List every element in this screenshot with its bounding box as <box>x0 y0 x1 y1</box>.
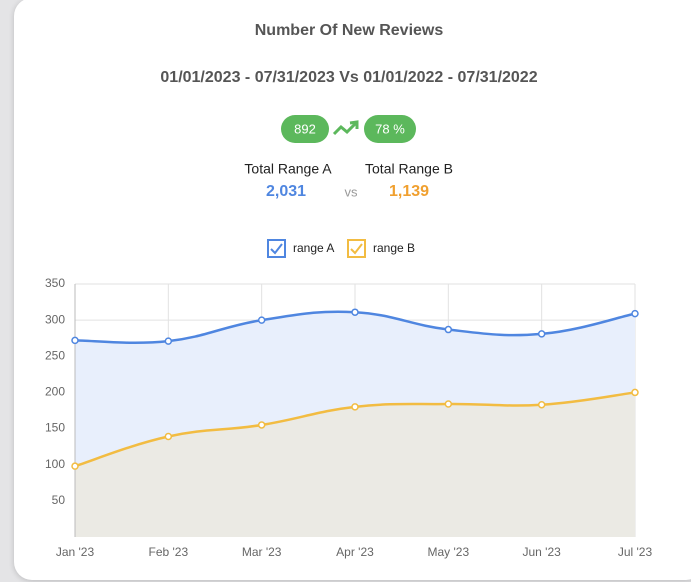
x-tick-label: Feb '23 <box>149 545 189 559</box>
range-a-total: 2,031 <box>266 183 306 200</box>
y-tick-label: 50 <box>52 493 66 507</box>
trend-icon-head <box>349 120 359 129</box>
y-tick-label: 150 <box>45 421 65 435</box>
point <box>351 308 359 316</box>
legend-check <box>270 243 283 255</box>
point <box>444 325 453 334</box>
legend-check <box>350 243 363 255</box>
point <box>444 400 453 408</box>
range-b-label: Total Range B <box>365 161 453 177</box>
y-tick-label: 250 <box>45 348 65 362</box>
point <box>537 400 546 409</box>
chart-title: Number Of New Reviews <box>255 22 444 39</box>
change-pill <box>364 115 416 143</box>
count-pill <box>281 115 329 143</box>
area <box>75 392 635 537</box>
x-tick-label: Jun '23 <box>523 545 562 559</box>
y-tick-label: 100 <box>45 457 65 471</box>
point <box>257 421 266 429</box>
point <box>257 316 266 324</box>
x-tick-label: Apr '23 <box>336 545 374 559</box>
x-tick-label: Jan '23 <box>56 545 95 559</box>
point <box>631 388 639 397</box>
point <box>537 330 546 338</box>
range-a-label: Total Range A <box>244 161 332 177</box>
x-tick-label: May '23 <box>428 545 470 559</box>
x-tick-label: Jul '23 <box>618 545 653 559</box>
legend-swatch <box>347 239 366 258</box>
point <box>351 403 359 411</box>
trend-icon <box>332 121 358 136</box>
x-tick-label: Mar '23 <box>242 545 282 559</box>
chart-subtitle: 01/01/2023 - 07/31/2023 Vs 01/01/2022 - … <box>160 69 537 86</box>
point <box>164 337 173 345</box>
point <box>71 336 79 345</box>
count: 892 <box>294 121 316 136</box>
point <box>71 462 79 470</box>
legend-label: range B <box>373 241 415 255</box>
y-tick-label: 200 <box>45 385 65 399</box>
y-tick-label: 300 <box>45 312 65 326</box>
vs: vs <box>345 184 359 199</box>
range-b-total: 1,139 <box>389 183 429 200</box>
y-tick-label: 350 <box>45 276 65 290</box>
point <box>631 309 639 318</box>
legend-label: range A <box>293 241 334 255</box>
change: 78 % <box>375 121 405 136</box>
point <box>164 432 173 441</box>
legend-swatch <box>267 239 286 258</box>
